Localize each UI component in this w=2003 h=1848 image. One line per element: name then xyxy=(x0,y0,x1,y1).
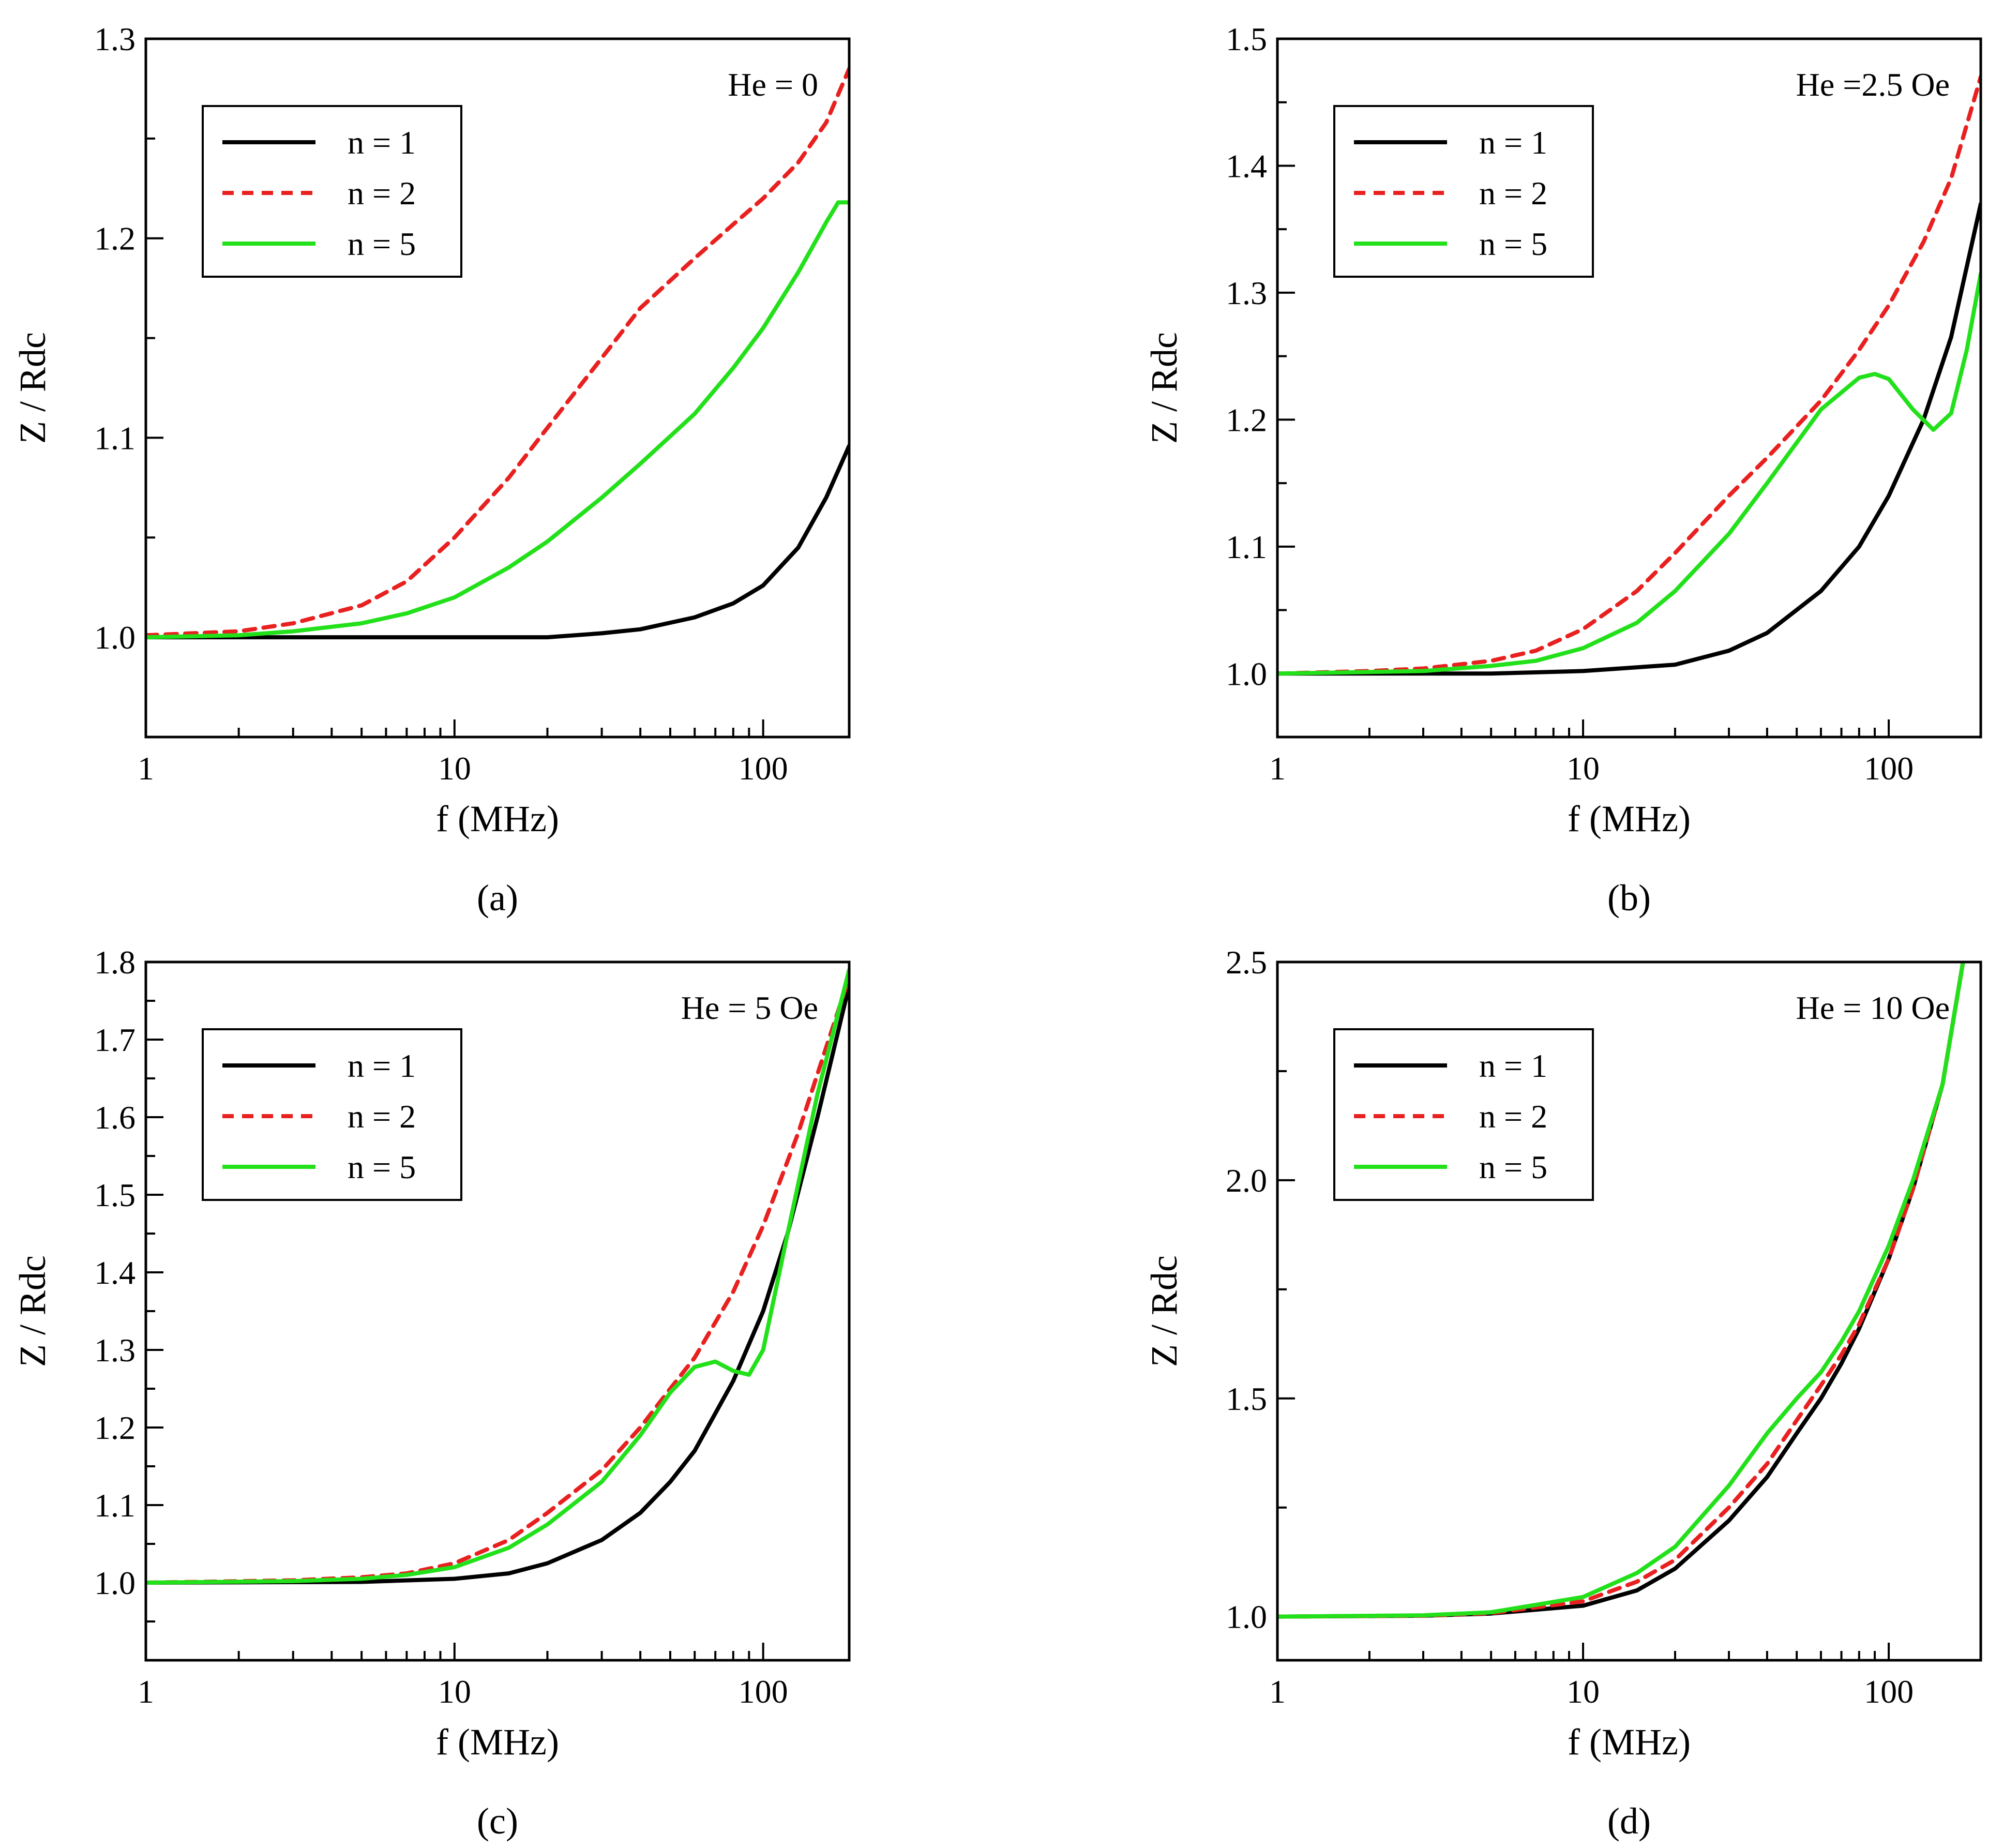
y-tick-label: 2.0 xyxy=(1226,1162,1267,1199)
series-line-n5 xyxy=(1277,962,1965,1619)
x-axis-title: f (MHz) xyxy=(1568,1721,1691,1763)
legend-label: n = 2 xyxy=(348,1098,416,1135)
legend-box xyxy=(202,1028,462,1201)
y-tick-label: 1.0 xyxy=(94,1565,135,1601)
x-tick-label: 10 xyxy=(438,750,471,787)
series-line-n2 xyxy=(1277,74,1981,676)
x-axis-title: f (MHz) xyxy=(436,798,559,839)
y-tick-label: 1.3 xyxy=(94,21,135,57)
field-annotation: He = 0 xyxy=(728,66,818,103)
y-tick-label: 1.2 xyxy=(94,220,135,257)
legend-label: n = 5 xyxy=(348,1149,416,1185)
field-annotation: He =2.5 Oe xyxy=(1796,66,1950,103)
y-tick-label: 1.5 xyxy=(1226,21,1267,57)
legend-box xyxy=(202,105,462,278)
y-tick-label: 1.8 xyxy=(94,944,135,981)
y-tick-label: 1.0 xyxy=(94,619,135,656)
plot-frame xyxy=(1276,37,1982,739)
legend-label: n = 2 xyxy=(1479,175,1547,212)
y-tick-label: 1.7 xyxy=(94,1021,135,1058)
legend-label: n = 1 xyxy=(348,124,416,161)
y-tick-label: 1.0 xyxy=(1226,1599,1267,1635)
y-tick-label: 1.2 xyxy=(94,1409,135,1446)
legend: n = 1 n = 2 n = 5 xyxy=(202,105,462,278)
y-tick-label: 2.5 xyxy=(1226,944,1267,981)
panel-a: 1 10 100 1.0 1.1 1.2 1.3 n = 1 n = 2 n = 5 He = 0 f… xyxy=(12,21,851,919)
y-tick-label: 1.2 xyxy=(1226,401,1267,438)
series-line-n5 xyxy=(1277,272,1981,676)
y-tick-label: 1.5 xyxy=(1226,1380,1267,1417)
y-tick-label: 1.4 xyxy=(1226,147,1267,184)
legend-box xyxy=(1333,1028,1594,1201)
x-tick-label: 10 xyxy=(438,1673,471,1710)
x-axis-title: f (MHz) xyxy=(436,1721,559,1763)
x-tick-label: 1 xyxy=(1269,750,1286,787)
series-line-n2 xyxy=(146,66,849,638)
plot-frame xyxy=(1276,960,1982,1662)
y-tick-label: 1.1 xyxy=(94,419,135,456)
x-tick-label: 100 xyxy=(739,1673,788,1710)
field-annotation: He = 10 Oe xyxy=(1796,989,1950,1026)
x-axis-title: f (MHz) xyxy=(1568,798,1691,839)
y-tick-label: 1.6 xyxy=(94,1099,135,1136)
legend: n = 1 n = 2 n = 5 xyxy=(1333,105,1594,278)
plot-frame xyxy=(144,37,851,739)
x-tick-label: 1 xyxy=(138,750,154,787)
x-tick-label: 1 xyxy=(138,1673,154,1710)
y-tick-label: 1.1 xyxy=(1226,529,1267,565)
legend-label: n = 1 xyxy=(1479,124,1547,161)
x-tick-label: 1 xyxy=(1269,1673,1286,1710)
series-line-n1 xyxy=(1277,202,1981,676)
legend-label: n = 5 xyxy=(1479,1149,1547,1185)
x-tick-label: 100 xyxy=(739,750,788,787)
panel-caption: (c) xyxy=(477,1800,518,1842)
x-tick-label: 100 xyxy=(1864,750,1914,787)
y-axis-title: Z / Rdc xyxy=(12,1255,53,1367)
y-tick-label: 1.5 xyxy=(94,1177,135,1213)
plot-frame xyxy=(144,960,851,1662)
legend-label: n = 1 xyxy=(1479,1047,1547,1084)
y-tick-label: 1.3 xyxy=(1226,275,1267,311)
series-line-n1 xyxy=(146,443,849,640)
panel-caption: (b) xyxy=(1607,877,1651,919)
x-tick-label: 10 xyxy=(1567,750,1600,787)
y-axis-title: Z / Rdc xyxy=(12,332,53,444)
panel-caption: (a) xyxy=(477,877,518,919)
y-tick-label: 1.0 xyxy=(1226,655,1267,692)
y-axis-title: Z / Rdc xyxy=(1143,1255,1185,1367)
y-axis-title: Z / Rdc xyxy=(1143,332,1185,444)
legend: n = 1 n = 2 n = 5 xyxy=(202,1028,462,1201)
y-tick-label: 1.3 xyxy=(94,1332,135,1369)
x-tick-label: 10 xyxy=(1567,1673,1600,1710)
legend: n = 1 n = 2 n = 5 xyxy=(1333,1028,1594,1201)
x-tick-label: 100 xyxy=(1864,1673,1914,1710)
legend-label: n = 1 xyxy=(348,1047,416,1084)
series-line-n2 xyxy=(1277,962,1965,1619)
panel-d: 1 10 100 1.0 1.5 2.0 2.5 n = 1 n = 2 n = 5 He = 10… xyxy=(1143,944,1982,1842)
legend-box xyxy=(1333,105,1594,278)
legend-label: n = 2 xyxy=(1479,1098,1547,1135)
series-line-n5 xyxy=(146,200,849,640)
legend-label: n = 2 xyxy=(348,175,416,212)
field-annotation: He = 5 Oe xyxy=(681,989,818,1026)
y-tick-label: 1.4 xyxy=(94,1254,135,1291)
y-tick-label: 1.1 xyxy=(94,1487,135,1524)
legend-label: n = 5 xyxy=(1479,226,1547,262)
legend-label: n = 5 xyxy=(348,226,416,262)
panel-caption: (d) xyxy=(1607,1800,1651,1842)
panel-b: 1 10 100 1.0 1.1 1.2 1.3 1.4 1.5 n = 1 n = 2 n = 5 H… xyxy=(1143,21,1982,919)
series-line-n5 xyxy=(146,968,849,1585)
